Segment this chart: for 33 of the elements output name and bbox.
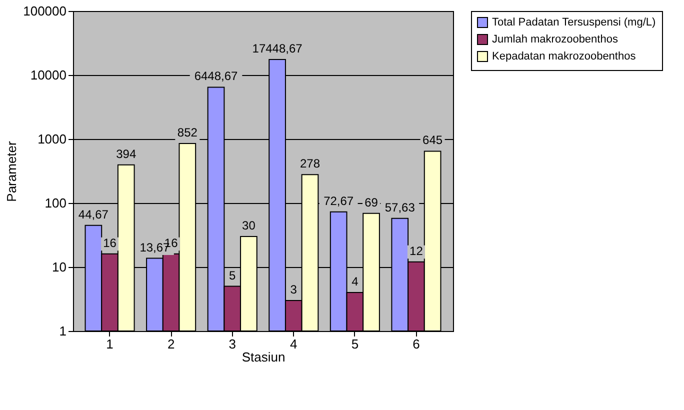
legend-label: Total Padatan Tersuspensi (mg/L) — [492, 16, 656, 28]
data-label: 72,67 — [324, 194, 354, 208]
data-label: 6448,67 — [194, 69, 238, 84]
y-tick-label: 1000 — [38, 132, 66, 146]
data-label: 44,67 — [78, 207, 109, 222]
x-tick-label: 4 — [290, 336, 298, 352]
x-tick-label: 2 — [167, 336, 175, 352]
data-label: 5 — [229, 268, 236, 282]
y-axis-title: Parameter — [4, 140, 20, 202]
x-tick-label: 1 — [106, 336, 114, 352]
data-label: 278 — [300, 156, 320, 171]
x-axis-title: Stasiun — [242, 350, 286, 364]
data-label: 12 — [410, 244, 424, 258]
data-label: 852 — [177, 125, 198, 140]
y-tick-label: 100000 — [23, 4, 66, 18]
data-label: 645 — [422, 133, 443, 148]
legend-label: Kepadatan makrozoobenthos — [492, 50, 636, 62]
data-label: 3 — [290, 282, 298, 296]
data-label: 17448,67 — [252, 42, 303, 56]
x-tick-label: 5 — [351, 336, 359, 352]
y-tick-label: 100 — [44, 196, 66, 210]
data-label: 16 — [103, 236, 117, 250]
y-tick-label: 10000 — [30, 68, 66, 82]
y-tick-label: 1 — [59, 324, 66, 338]
data-label: 57,63 — [384, 200, 416, 214]
data-label: 4 — [352, 274, 359, 288]
legend-label: Jumlah makrozoobenthos — [492, 34, 618, 46]
x-tick-label: 3 — [228, 336, 236, 352]
data-label: 69 — [364, 195, 378, 210]
x-tick-label: 6 — [412, 336, 420, 352]
data-label: 30 — [242, 218, 256, 232]
data-label: 394 — [116, 146, 136, 161]
y-tick-label: 10 — [52, 260, 66, 274]
